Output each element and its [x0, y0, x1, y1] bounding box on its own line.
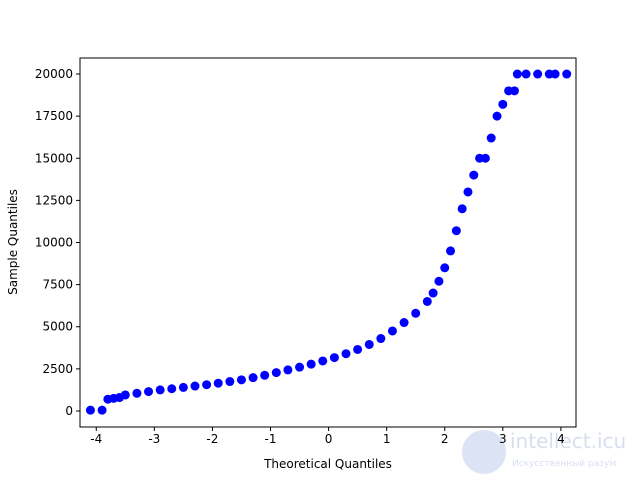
point [213, 378, 223, 388]
point [509, 86, 519, 96]
x-tick-label: -1 [265, 432, 277, 446]
point [155, 385, 165, 395]
point [422, 296, 432, 306]
point [341, 349, 351, 359]
point [550, 69, 560, 79]
point [480, 153, 490, 163]
x-tick-label: 0 [325, 432, 333, 446]
watermark-title: intellect.icu [510, 429, 626, 453]
point [353, 344, 363, 354]
watermark: intellect.icu Искусственный разум [462, 429, 626, 474]
point [97, 405, 107, 415]
x-axis-label: Theoretical Quantiles [263, 457, 392, 471]
point [260, 370, 270, 380]
point [178, 382, 188, 392]
point [399, 318, 409, 328]
point [451, 226, 461, 236]
x-tick-label: 2 [441, 432, 449, 446]
point [248, 373, 258, 383]
point [236, 375, 246, 385]
y-tick-label: 0 [65, 404, 73, 418]
axes-frame [79, 57, 577, 428]
plot-area [85, 69, 572, 415]
point [167, 384, 177, 394]
point [457, 204, 467, 214]
x-tick-label: -4 [90, 432, 102, 446]
y-tick-label: 2500 [42, 362, 73, 376]
point [202, 380, 212, 390]
point [225, 377, 235, 387]
y-tick-label: 17500 [35, 109, 73, 123]
point [492, 111, 502, 121]
watermark-logo [462, 430, 506, 474]
point [486, 133, 496, 143]
y-tick-label: 7500 [42, 278, 73, 292]
y-tick-label: 5000 [42, 320, 73, 334]
point [428, 288, 438, 298]
y-tick-label: 15000 [35, 151, 73, 165]
point [387, 326, 397, 336]
point [364, 339, 374, 349]
y-axis-label: Sample Quantiles [6, 189, 20, 295]
y-tick-label: 12500 [35, 193, 73, 207]
point [434, 276, 444, 286]
x-tick-label: -2 [206, 432, 218, 446]
point [446, 246, 456, 256]
x-tick-label: 4 [557, 432, 565, 446]
y-tick-label: 10000 [35, 236, 73, 250]
point [411, 308, 421, 318]
point [562, 69, 572, 79]
point [295, 362, 305, 372]
point [440, 263, 450, 273]
point [376, 334, 386, 344]
point [469, 170, 479, 180]
watermark-subtitle: Искусственный разум [512, 459, 616, 469]
point [85, 405, 95, 415]
x-tick-label: 3 [499, 432, 507, 446]
point [271, 368, 281, 378]
point [132, 388, 142, 398]
point [521, 69, 531, 79]
point [329, 353, 339, 363]
point [498, 99, 508, 109]
point [318, 356, 328, 366]
point [283, 365, 293, 375]
point [120, 390, 130, 400]
x-tick-label: -3 [148, 432, 160, 446]
y-tick-label: 20000 [35, 67, 73, 81]
point [533, 69, 543, 79]
point [306, 359, 316, 369]
point [463, 187, 473, 197]
point [512, 69, 522, 79]
point [144, 387, 154, 397]
point [190, 381, 200, 391]
x-tick-label: 1 [383, 432, 391, 446]
